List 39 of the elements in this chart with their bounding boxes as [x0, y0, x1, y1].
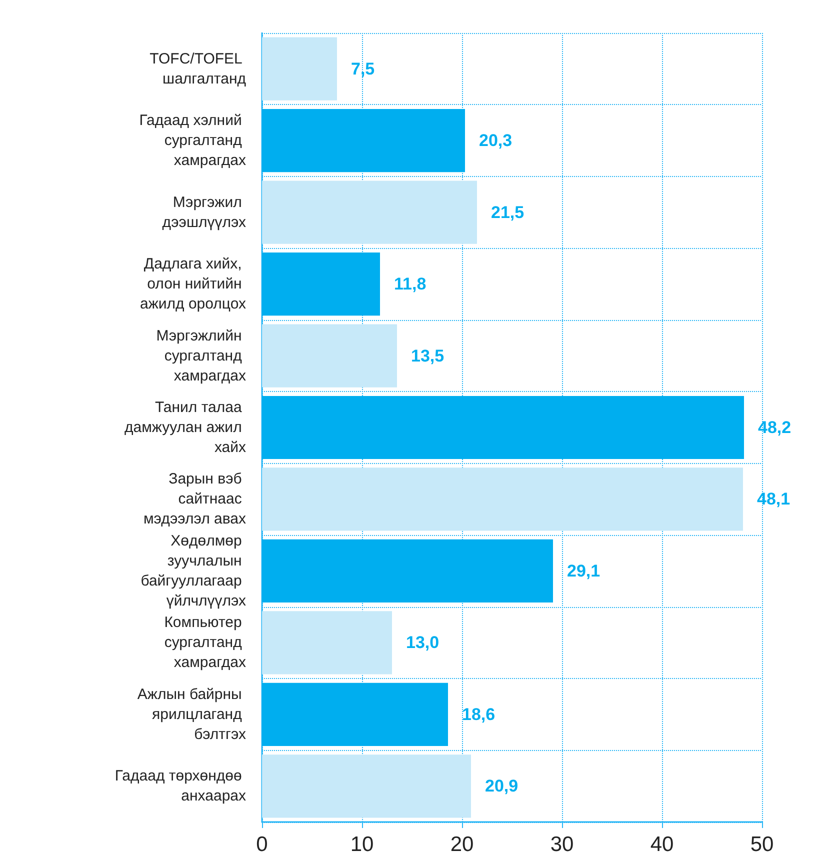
- bar: [262, 180, 477, 244]
- data-label: 20,9: [485, 776, 518, 796]
- y-tick-label: Гадаад төрхөндөө анхаарах: [114, 768, 246, 805]
- y-tick-label: TOFC/TOFEL шалгалтанд: [150, 50, 246, 88]
- x-tick-label: 40: [650, 833, 674, 856]
- data-label: 21,5: [491, 202, 524, 222]
- x-tick-label: 10: [350, 833, 374, 856]
- x-tick-label: 50: [750, 833, 774, 856]
- data-label: 13,0: [406, 633, 440, 652]
- data-label: 29,1: [567, 561, 600, 580]
- data-label: 48,1: [757, 490, 790, 509]
- data-label: 11,8: [394, 274, 426, 294]
- data-label: 18,6: [462, 704, 496, 724]
- y-tick-label: Хөдөлмөр зуучлалын байгууллагаар үйлчлүүлэх: [140, 532, 246, 610]
- y-tick-label: Ажлын байрны ярилцлаганд бэлтгэх: [137, 686, 246, 743]
- bar: [262, 324, 397, 388]
- bar: [262, 396, 744, 460]
- data-label: 7,5: [351, 59, 375, 78]
- y-tick-label: Гадаад хэлний сургалтанд хамрагдах: [139, 112, 246, 170]
- y-tick-label: Зарын вэб сайтнаас мэдээлэл авах: [143, 470, 246, 528]
- y-tick-label: Мэргэжлийн сургалтанд хамрагдах: [156, 327, 246, 384]
- y-tick-label: Мэргэжил дээшлүүлэх: [162, 194, 246, 231]
- bar: [262, 109, 465, 172]
- bar: [262, 611, 392, 674]
- x-tick-label: 30: [550, 833, 574, 856]
- bar: [262, 468, 743, 531]
- bar: [262, 539, 553, 603]
- y-tick-label: Дадлага хийх, олон нийтийн ажилд оролцох: [140, 256, 246, 313]
- y-tick-label: Танил талаа дамжуулан ажил хайх: [124, 399, 246, 456]
- bar: [262, 682, 448, 746]
- bar: [262, 252, 380, 316]
- x-tick-label: 20: [450, 833, 474, 856]
- data-label: 13,5: [411, 346, 444, 366]
- data-label: 48,2: [758, 418, 792, 437]
- x-tick-label: 0: [256, 833, 268, 856]
- data-label: 20,3: [479, 131, 512, 150]
- bar: [262, 37, 337, 100]
- y-tick-label: Компьютер сургалтанд хамрагдах: [164, 614, 246, 672]
- bar: [262, 754, 471, 818]
